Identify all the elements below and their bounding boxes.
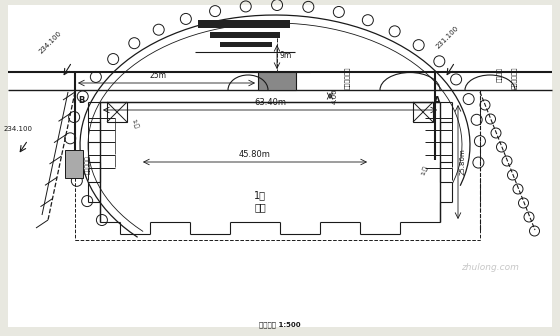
Text: 231.100: 231.100 <box>435 25 460 50</box>
Text: 4.00: 4.00 <box>332 88 338 104</box>
Text: 63.40m: 63.40m <box>254 98 286 107</box>
Text: 234.100: 234.100 <box>4 126 33 132</box>
Text: 45.80m: 45.80m <box>239 150 271 159</box>
Text: 地下车库入口: 地下车库入口 <box>345 67 351 89</box>
Text: 1:坡: 1:坡 <box>420 165 428 176</box>
Bar <box>198 20 290 28</box>
Bar <box>220 42 272 47</box>
Bar <box>413 102 433 122</box>
Text: 地下车库入口: 地下车库入口 <box>512 67 518 89</box>
Text: 总平面图 1:500: 总平面图 1:500 <box>259 322 301 328</box>
Text: B: B <box>78 96 85 105</box>
Bar <box>65 150 83 178</box>
Text: 1幢: 1幢 <box>254 190 266 200</box>
Text: 住宅: 住宅 <box>254 202 266 212</box>
Text: 9m: 9m <box>280 51 292 60</box>
Text: 25m: 25m <box>150 71 166 80</box>
Text: 1:坡: 1:坡 <box>130 118 138 129</box>
Text: 坡道入口: 坡道入口 <box>497 68 503 83</box>
Text: 234.100: 234.100 <box>38 30 63 55</box>
Bar <box>107 102 127 122</box>
Bar <box>258 72 296 90</box>
Text: 25.80m: 25.80m <box>460 149 466 175</box>
Text: 坡道出入口: 坡道出入口 <box>85 156 91 174</box>
Text: zhulong.com: zhulong.com <box>461 263 519 272</box>
Text: A: A <box>434 96 441 105</box>
Bar <box>210 32 280 38</box>
